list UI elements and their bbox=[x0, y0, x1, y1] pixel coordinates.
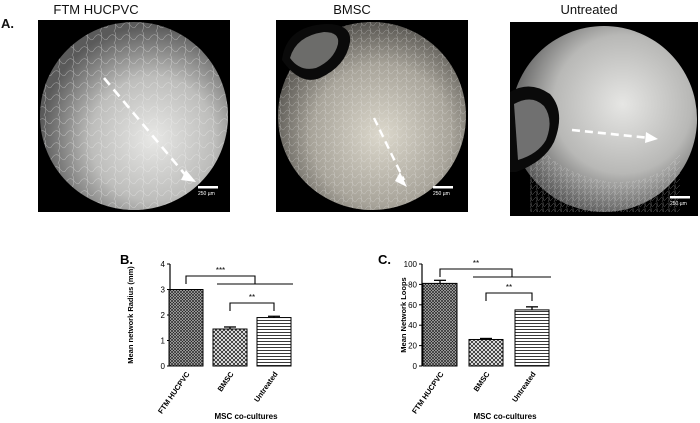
micrograph-ftm-hucpvc: 250 µm bbox=[38, 20, 230, 212]
significance-label-small: ** bbox=[249, 293, 255, 302]
significance-label-main: *** bbox=[216, 266, 225, 275]
y-tick-label: 80 bbox=[408, 280, 417, 289]
image-title-untreated: Untreated bbox=[560, 2, 618, 17]
bar-2 bbox=[256, 317, 292, 367]
y-tick-label: 2 bbox=[161, 311, 166, 320]
significance-bracket-small bbox=[229, 302, 275, 311]
micrograph-bmsc: 250 µm bbox=[276, 20, 468, 212]
y-tick-label: 60 bbox=[408, 301, 417, 310]
x-axis-label: MSC co-cultures bbox=[473, 412, 537, 421]
chart-c: C. 0 20 40 60 80 100 Mean Network Loops FTM HUCP… bbox=[378, 252, 551, 421]
category-label: Untreated bbox=[510, 370, 538, 404]
x-axis-label: MSC co-cultures bbox=[214, 412, 278, 421]
y-tick-label: 0 bbox=[161, 362, 166, 371]
bar-1 bbox=[468, 338, 504, 367]
category-label: BMSC bbox=[472, 370, 492, 394]
image-title-ftm-hucpvc: FTM HUCPVC bbox=[53, 2, 139, 17]
scale-label-2: 250 µm bbox=[433, 191, 450, 197]
panel-label: B. bbox=[120, 252, 133, 267]
scale-label-3: 250 µm bbox=[670, 201, 687, 207]
bar-0 bbox=[422, 282, 458, 367]
y-axis-label: Mean network Radius (mm) bbox=[126, 266, 135, 364]
significance-label-main: ** bbox=[473, 259, 479, 268]
y-tick-label: 3 bbox=[161, 286, 166, 295]
significance-bracket-main bbox=[185, 275, 256, 284]
y-tick-label: 100 bbox=[404, 260, 418, 269]
panel-label: C. bbox=[378, 252, 391, 267]
category-label: FTM HUCPVC bbox=[156, 370, 192, 416]
y-axis-label: Mean Network Loops bbox=[399, 277, 408, 352]
bar-1 bbox=[212, 328, 248, 367]
panel-a-label: A. bbox=[1, 16, 14, 31]
chart-b: B. 0 1 2 3 4 Mean network Radius (mm) FTM HUCPV… bbox=[120, 252, 293, 421]
y-tick-label: 1 bbox=[161, 337, 166, 346]
y-tick-label: 4 bbox=[161, 260, 166, 269]
bar-0 bbox=[168, 289, 204, 367]
significance-label-small: ** bbox=[506, 283, 512, 292]
bar-2 bbox=[514, 309, 550, 367]
y-tick-label: 20 bbox=[408, 342, 417, 351]
category-label: BMSC bbox=[216, 370, 236, 394]
y-tick-label: 40 bbox=[408, 321, 417, 330]
micrograph-untreated: 250 µm bbox=[510, 22, 698, 216]
significance-bracket-main bbox=[439, 268, 513, 277]
significance-bracket-small bbox=[485, 292, 533, 301]
image-title-bmsc: BMSC bbox=[333, 2, 371, 17]
scale-label-1: 250 µm bbox=[198, 191, 215, 197]
y-tick-label: 0 bbox=[413, 362, 418, 371]
category-label: Untreated bbox=[252, 370, 280, 404]
category-label: FTM HUCPVC bbox=[410, 370, 446, 416]
